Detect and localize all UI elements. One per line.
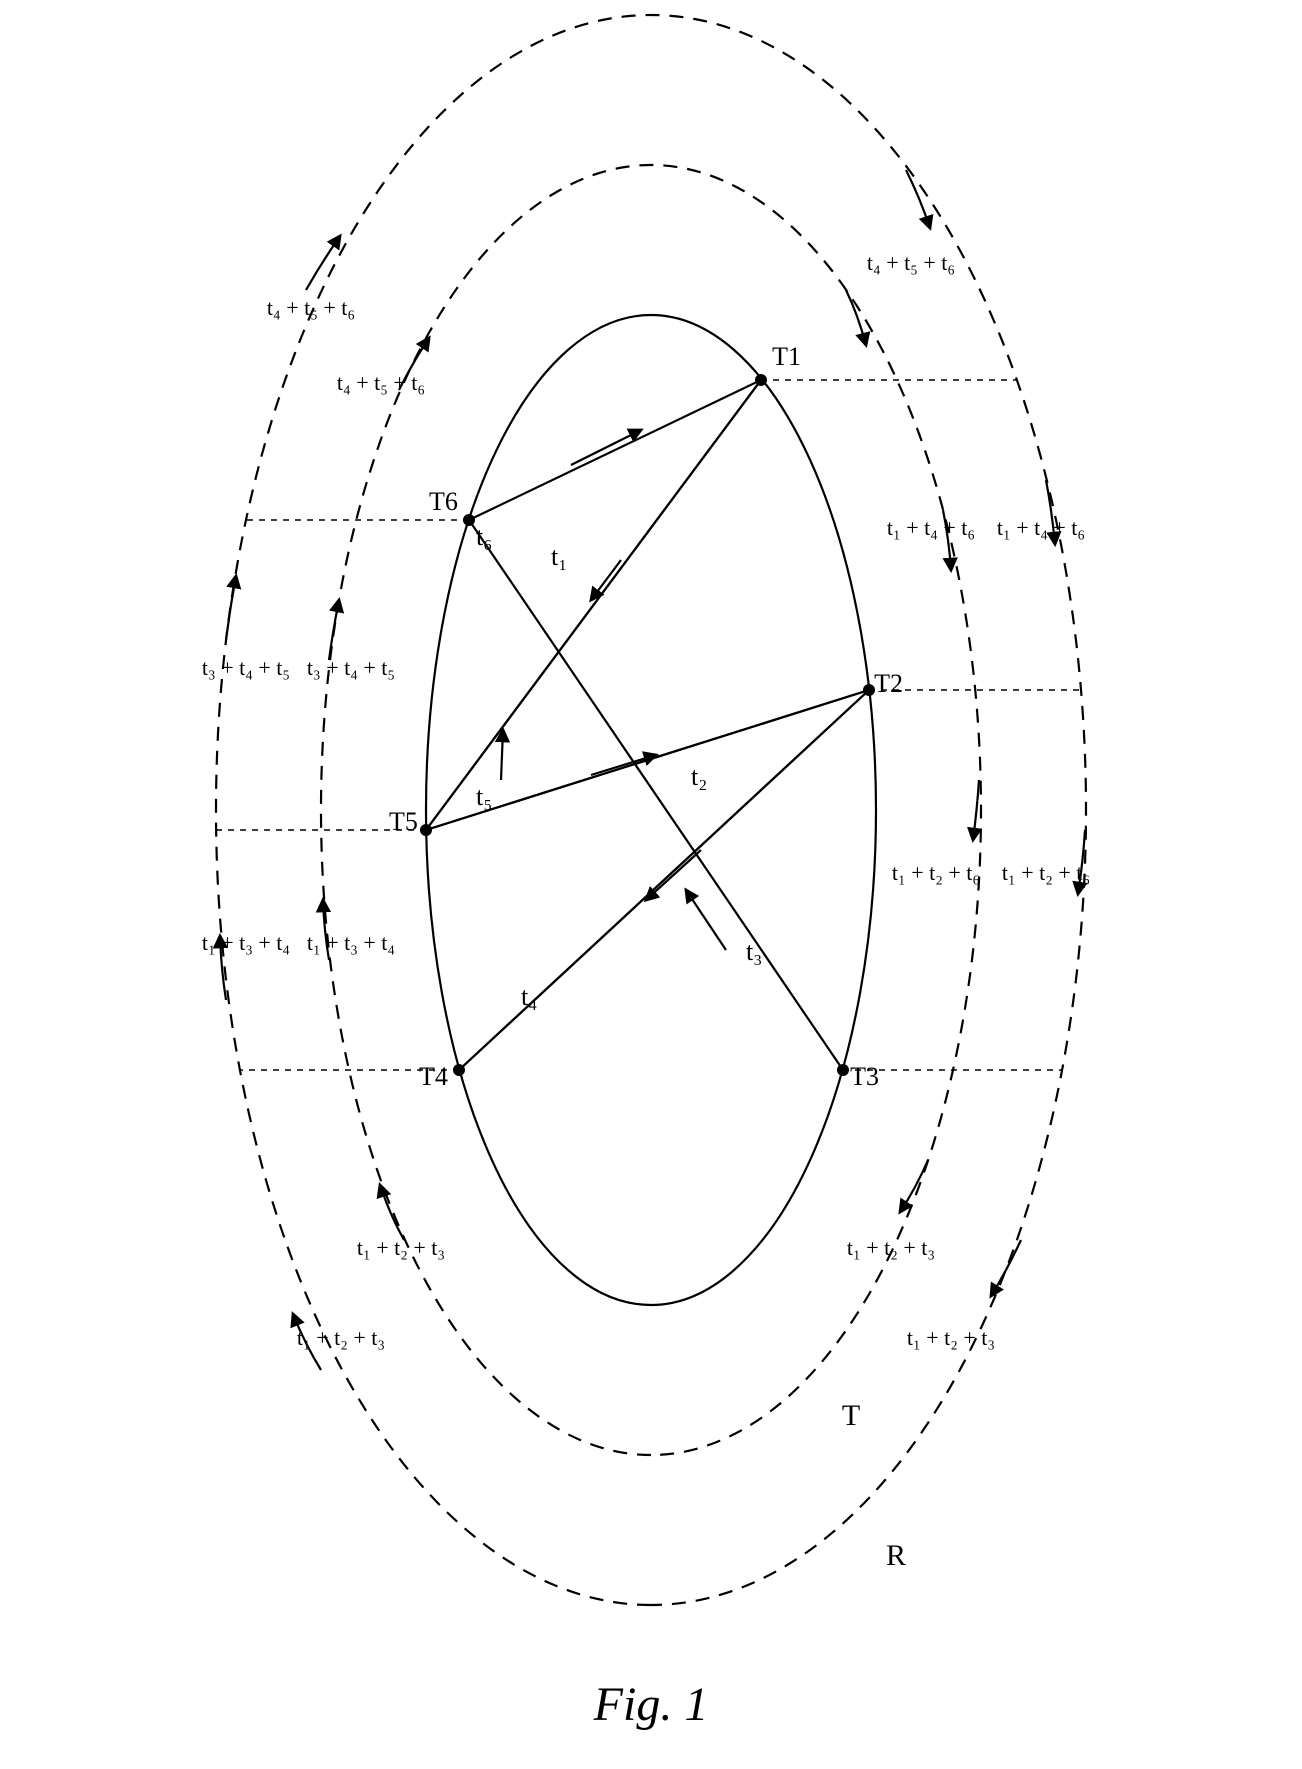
chord-arrows <box>501 430 726 950</box>
label-T6: T6 <box>429 487 458 516</box>
lbl-t5: t₅ <box>476 782 492 811</box>
ellipse-R <box>216 15 1086 1605</box>
radial-connectors <box>216 380 1081 1070</box>
arc-arrows <box>220 170 1085 1370</box>
chords <box>426 380 869 1070</box>
label-T1: T1 <box>772 342 801 371</box>
sum-RT4-i: t₁ + t₂ + t₃ <box>357 1235 445 1260</box>
node-labels: T1 T2 T3 T4 T5 T6 <box>389 342 903 1091</box>
sum-RT3-i: t₁ + t₂ + t₃ <box>847 1235 935 1260</box>
inner-edges <box>426 380 869 1070</box>
lbl-t3: t₃ <box>746 937 762 966</box>
sum-T2T3-o: t₁ + t₂ + t₆ <box>1002 860 1090 885</box>
diagram-svg: T R T1 T2 T3 T4 T5 T6 <box>0 0 1302 1769</box>
sum-T5T6-o: t₃ + t₄ + t₅ <box>202 655 290 680</box>
lbl-t1: t₁ <box>551 542 567 571</box>
lbl-t6: t₆ <box>476 522 492 551</box>
nodes <box>420 374 875 1076</box>
label-T5: T5 <box>389 807 418 836</box>
lbl-t2: t₂ <box>691 762 707 791</box>
ring-label-R: R <box>886 1539 906 1572</box>
label-T4: T4 <box>419 1062 448 1091</box>
segment-sums: t₄ + t₅ + t₆ t₁ + t₄ + t₆ t₁ + t₄ + t₆ t… <box>202 250 1090 1350</box>
sum-T1T2-o: t₁ + t₄ + t₆ <box>997 515 1085 540</box>
figure-caption: Fig. 1 <box>593 1678 709 1731</box>
sum-RT4-o: t₁ + t₂ + t₃ <box>297 1325 385 1350</box>
sum-T2T3-i: t₁ + t₂ + t₆ <box>892 860 980 885</box>
label-T3: T3 <box>850 1062 879 1091</box>
sum-T1T2-i: t₁ + t₄ + t₆ <box>887 515 975 540</box>
label-T2: T2 <box>874 669 903 698</box>
sum-T4T5-o: t₁ + t₃ + t₄ <box>202 930 290 955</box>
sum-LT6-o: t₄ + t₅ + t₆ <box>267 295 355 320</box>
ellipse-inner <box>426 315 876 1305</box>
lbl-t4: t₄ <box>521 982 537 1011</box>
sum-RT3-o: t₁ + t₂ + t₃ <box>907 1325 995 1350</box>
sum-T4T5-i: t₁ + t₃ + t₄ <box>307 930 395 955</box>
sum-LT6-i: t₄ + t₅ + t₆ <box>337 370 425 395</box>
sum-T5T6-i: t₃ + t₄ + t₅ <box>307 655 395 680</box>
ellipse-T <box>321 165 981 1455</box>
sum-UL: t₄ + t₅ + t₆ <box>867 250 955 275</box>
ring-label-T: T <box>842 1399 860 1432</box>
